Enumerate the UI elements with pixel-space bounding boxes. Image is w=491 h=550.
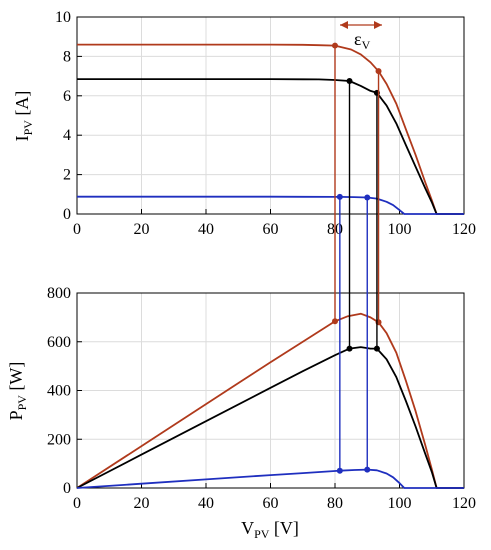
- x-tick-label: 60: [263, 495, 279, 512]
- series-group: [76, 312, 464, 489]
- y-tick-label: 400: [47, 383, 71, 400]
- y-tick-label: 8: [63, 48, 71, 65]
- x-tick-label: 0: [73, 221, 81, 238]
- x-tick-label: 100: [388, 495, 412, 512]
- x-tick-label: 0: [73, 495, 81, 512]
- y-axis-label: PPV [W]: [6, 362, 29, 421]
- y-axis-label: IPV [A]: [12, 91, 35, 142]
- y-tick-label: 2: [63, 167, 71, 184]
- series-line-0: [76, 312, 464, 489]
- y-tick-label: 0: [63, 480, 71, 497]
- epsilon-annotation: εV: [340, 21, 382, 52]
- x-tick-label: 40: [198, 495, 214, 512]
- epsilon-arrow-head-right: [374, 21, 382, 29]
- y-tick-label: 600: [47, 334, 71, 351]
- x-tick-label: 40: [198, 221, 214, 238]
- series-line-1: [77, 78, 464, 215]
- ticks: 0 20 40 60 80 100 120 0 200 400 600 800: [47, 285, 476, 512]
- x-tick-label: 20: [134, 221, 150, 238]
- x-axis-label: VPV [V]: [241, 518, 299, 541]
- link-lines: [334, 45, 380, 471]
- series-line-2: [76, 468, 464, 489]
- x-tick-label: 120: [452, 221, 476, 238]
- grid: [76, 16, 465, 215]
- x-tick-label: 120: [452, 495, 476, 512]
- series-line-1: [76, 346, 464, 489]
- y-tick-label: 200: [47, 431, 71, 448]
- y-tick-label: 4: [63, 127, 71, 144]
- y-tick-label: 800: [47, 285, 71, 302]
- epsilon-label: εV: [354, 29, 371, 52]
- series-line-2: [77, 195, 464, 215]
- power-voltage-chart: PPV [W] VPV [V] 0 20 40 60 80 100 120 0 200 400 60…: [6, 285, 476, 541]
- x-tick-label: 80: [327, 495, 343, 512]
- y-tick-label: 10: [55, 9, 71, 26]
- x-tick-label: 100: [388, 221, 412, 238]
- y-tick-label: 6: [63, 88, 71, 105]
- y-tick-label: 0: [63, 206, 71, 223]
- epsilon-arrow-head-left: [340, 21, 348, 29]
- x-tick-label: 20: [134, 495, 150, 512]
- x-tick-label: 60: [263, 221, 279, 238]
- series-line-0: [77, 43, 464, 215]
